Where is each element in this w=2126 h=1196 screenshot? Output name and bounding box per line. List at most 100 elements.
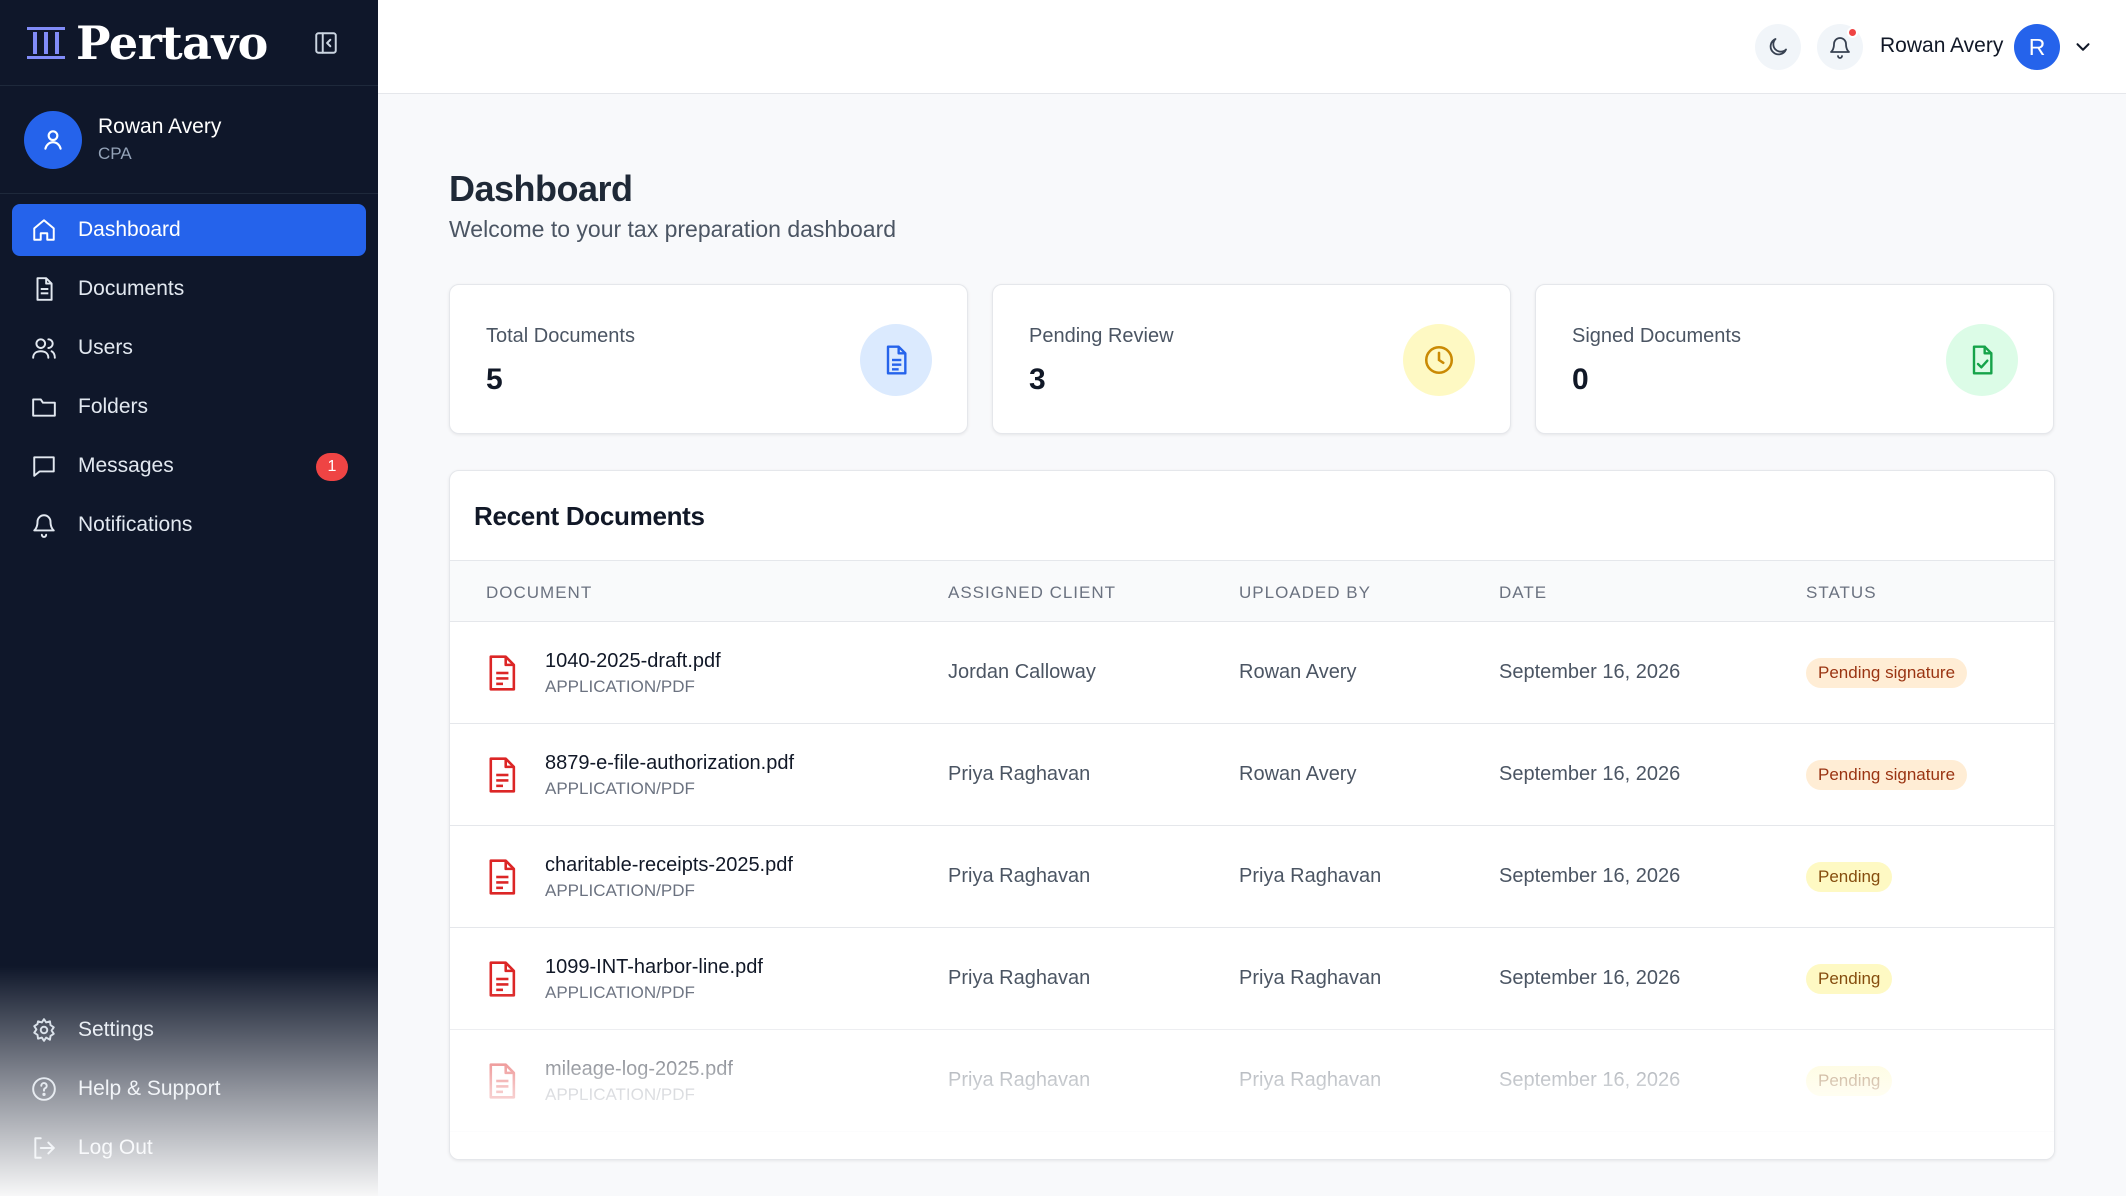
sidebar-item-label: Help & Support [78,1077,221,1100]
assigned-client: Priya Raghavan [948,967,1091,989]
page-subtitle: Welcome to your tax preparation dashboar… [449,216,897,242]
status-badge: Pending [1806,862,1893,892]
file-type: APPLICATION/PDF [545,677,695,696]
assigned-client: Priya Raghavan [948,763,1091,785]
stat-value: 3 [1029,363,1046,396]
table-row[interactable]: 1040-2025-draft.pdf APPLICATION/PDF Jord… [450,622,2054,724]
moon-icon [1769,38,1787,56]
sidebar-item-help[interactable]: Help & Support [12,1063,366,1115]
sidebar-profile: Rowan Avery CPA [0,86,378,194]
notifications-button[interactable] [1817,24,1863,70]
sidebar-item-label: Messages [78,454,174,477]
file-type: APPLICATION/PDF [545,1085,695,1104]
file-type: APPLICATION/PDF [545,779,695,798]
sidebar-item-label: Log Out [78,1136,153,1159]
pdf-file-icon [489,655,516,691]
stat-value: 5 [486,363,503,396]
upload-date: September 16, 2026 [1499,763,1681,785]
sidebar-bottom-nav: Settings Help & Support Log Out [12,1004,366,1181]
upload-date: September 16, 2026 [1499,661,1681,683]
avatar [24,110,82,169]
sidebar-item-logout[interactable]: Log Out [12,1122,366,1174]
assigned-client: Jordan Calloway [948,661,1096,683]
file-type: APPLICATION/PDF [545,881,695,900]
recent-documents-panel: Recent Documents DOCUMENT ASSIGNED CLIEN… [449,470,2055,1160]
help-icon [30,1075,58,1103]
upload-date: September 16, 2026 [1499,967,1681,989]
uploaded-by: Rowan Avery [1239,763,1357,785]
stat-label: Pending Review [1029,325,1174,347]
top-bar: Rowan Avery R [378,0,2126,94]
sidebar-item-label: Users [78,336,133,359]
stat-card-signed-documents: Signed Documents 0 [1535,284,2054,434]
profile-role: CPA [98,144,132,163]
status-badge: Pending signature [1806,658,1968,688]
pdf-file-icon [489,1063,516,1099]
bell-icon [30,511,58,539]
file-name[interactable]: 1099-INT-harbor-line.pdf [545,956,763,978]
file-name[interactable]: charitable-receipts-2025.pdf [545,854,793,876]
table-row[interactable]: charitable-receipts-2025.pdf APPLICATION… [450,826,2054,928]
table-row[interactable]: 8879-e-file-authorization.pdf APPLICATIO… [450,724,2054,826]
uploaded-by: Rowan Avery [1239,661,1357,683]
profile-name: Rowan Avery [98,115,222,138]
brand: Pertavo [0,0,378,86]
upload-date: September 16, 2026 [1499,1069,1681,1091]
user-icon [44,129,62,150]
stat-card-total-documents: Total Documents 5 [449,284,968,434]
sidebar: Pertavo Rowan Avery CPA Dashboard [0,0,378,1196]
bell-icon [1830,37,1850,59]
file-name[interactable]: mileage-log-2025.pdf [545,1058,733,1080]
sidebar-item-dashboard[interactable]: Dashboard [12,204,366,256]
pdf-file-icon [489,757,516,793]
unread-badge: 1 [316,453,348,481]
clock-icon [1403,324,1475,396]
folder-icon [30,393,58,421]
theme-toggle-button[interactable] [1755,24,1801,70]
assigned-client: Priya Raghavan [948,1069,1091,1091]
message-icon [30,452,58,480]
sidebar-item-documents[interactable]: Documents [12,263,366,315]
section-title: Recent Documents [474,501,705,531]
avatar[interactable]: R [2014,24,2060,70]
status-badge: Pending signature [1806,760,1968,790]
column-header-assigned-client: ASSIGNED CLIENT [948,583,1117,602]
notification-dot [1847,27,1858,38]
sidebar-collapse-icon [315,32,337,54]
table-row[interactable]: 1099-INT-harbor-line.pdf APPLICATION/PDF… [450,928,2054,1030]
sidebar-item-settings[interactable]: Settings [12,1004,366,1056]
column-header-date: DATE [1499,583,1548,602]
status-badge: Pending [1806,964,1893,994]
column-header-uploaded-by: UPLOADED BY [1239,583,1371,602]
gear-icon [30,1016,58,1044]
sidebar-item-users[interactable]: Users [12,322,366,374]
sidebar-item-label: Notifications [78,513,193,536]
sidebar-item-notifications[interactable]: Notifications [12,499,366,551]
user-menu-name[interactable]: Rowan Avery [1880,34,2004,57]
logout-icon [30,1134,58,1162]
file-name[interactable]: 1040-2025-draft.pdf [545,650,721,672]
stat-card-pending-review: Pending Review 3 [992,284,1511,434]
uploaded-by: Priya Raghavan [1239,1069,1382,1091]
document-icon [860,324,932,396]
sidebar-item-label: Settings [78,1018,154,1041]
chevron-down-icon[interactable] [2072,36,2094,58]
logo-icon [27,26,65,59]
stat-label: Total Documents [486,325,635,347]
document-check-icon [1946,324,2018,396]
sidebar-item-label: Folders [78,395,149,418]
column-header-document: DOCUMENT [486,583,593,602]
status-badge: Pending [1806,1066,1893,1096]
table-row[interactable]: mileage-log-2025.pdf APPLICATION/PDF Pri… [450,1030,2054,1132]
pdf-file-icon [489,859,516,895]
users-icon [30,334,58,362]
home-icon [30,216,58,244]
file-name[interactable]: 8879-e-file-authorization.pdf [545,752,795,774]
column-header-status: STATUS [1806,583,1877,602]
document-icon [30,275,58,303]
collapse-sidebar-button[interactable] [310,27,342,59]
sidebar-item-folders[interactable]: Folders [12,381,366,433]
sidebar-item-label: Dashboard [78,218,181,241]
sidebar-item-messages[interactable]: Messages 1 [12,440,366,492]
sidebar-item-label: Documents [78,277,185,300]
